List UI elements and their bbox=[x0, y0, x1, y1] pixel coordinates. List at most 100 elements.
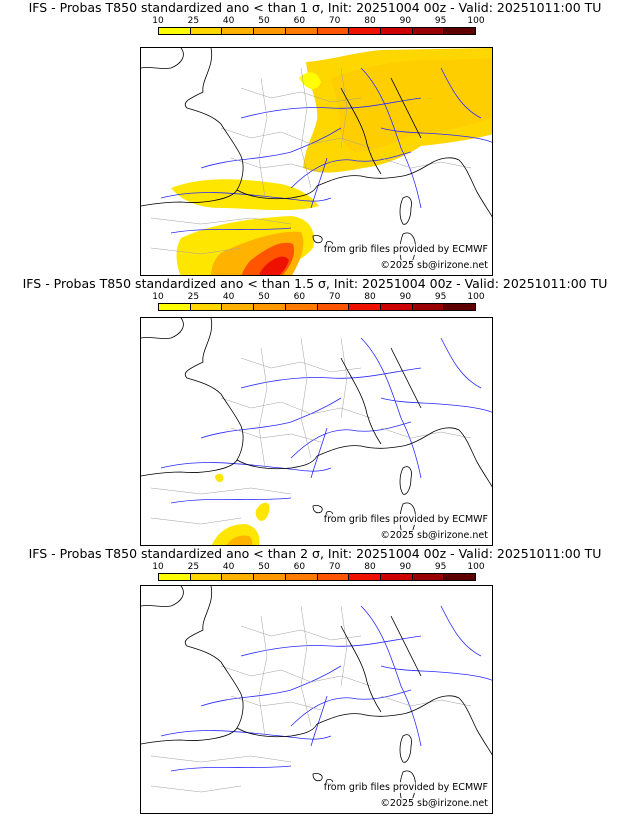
river bbox=[200, 127, 342, 169]
map-svg bbox=[141, 586, 492, 806]
legend-tick-label: 90 bbox=[399, 562, 412, 572]
river bbox=[200, 665, 342, 707]
credit-copyright: ©2025 sb@irizone.net bbox=[380, 798, 488, 809]
coast-uk bbox=[141, 318, 184, 339]
legend-swatch bbox=[285, 304, 318, 310]
admin-line bbox=[150, 487, 292, 495]
legend-tick-label: 70 bbox=[328, 292, 341, 302]
legend-colorbar bbox=[158, 573, 476, 581]
admin-line bbox=[150, 755, 292, 763]
river-network bbox=[160, 605, 492, 772]
admin-line bbox=[150, 517, 242, 525]
panel-title: IFS - Probas T850 standardized ano < tha… bbox=[28, 0, 602, 15]
legend-tick-label: 50 bbox=[258, 562, 270, 572]
legend-swatch bbox=[349, 574, 381, 580]
river bbox=[170, 227, 292, 234]
legend-swatch bbox=[412, 574, 445, 580]
river bbox=[240, 367, 422, 389]
legend-swatch bbox=[444, 574, 476, 580]
panel-title: IFS - Probas T850 standardized ano < tha… bbox=[22, 276, 608, 291]
map-panel-1: IFS - Probas T850 standardized ano < tha… bbox=[0, 0, 630, 276]
legend-swatch bbox=[285, 574, 318, 580]
legend-swatch bbox=[317, 28, 350, 34]
coastline bbox=[316, 695, 460, 725]
river bbox=[360, 67, 422, 209]
credit-copyright: ©2025 sb@irizone.net bbox=[380, 530, 488, 541]
admin-line bbox=[258, 347, 268, 469]
map-panel-3: IFS - Probas T850 standardized ano < tha… bbox=[0, 546, 630, 822]
island-corsica bbox=[399, 196, 412, 225]
legend-swatch bbox=[349, 304, 381, 310]
island-corsica bbox=[399, 734, 412, 763]
admin-line bbox=[300, 337, 312, 459]
legend-tick-label: 80 bbox=[364, 292, 376, 302]
admin-line bbox=[340, 67, 348, 149]
river-network bbox=[160, 67, 492, 234]
river bbox=[160, 462, 332, 472]
legend-tick-label: 90 bbox=[399, 16, 412, 26]
legend-swatch bbox=[317, 574, 350, 580]
legend-swatch bbox=[159, 574, 191, 580]
legend-tick-label: 80 bbox=[364, 562, 376, 572]
legend-swatch bbox=[222, 574, 255, 580]
legend-colorbar bbox=[158, 303, 476, 311]
map-svg bbox=[141, 318, 492, 545]
legend-swatch bbox=[254, 304, 286, 310]
island-baleares bbox=[312, 235, 323, 244]
legend-tick-label: 25 bbox=[187, 562, 200, 572]
coastline bbox=[458, 159, 492, 218]
legend-tick-label: 10 bbox=[152, 16, 164, 26]
island-baleares bbox=[312, 505, 323, 514]
legend-tick-label: 50 bbox=[258, 292, 270, 302]
credit-copyright: ©2025 sb@irizone.net bbox=[380, 260, 488, 271]
legend-swatch bbox=[222, 28, 255, 34]
probability-legend: 10 25 40 50 60 70 80 90 95 100 bbox=[152, 562, 485, 582]
border-france-spain bbox=[236, 185, 318, 200]
border-east bbox=[340, 357, 382, 445]
legend-tick-label: 60 bbox=[293, 562, 306, 572]
border-east bbox=[340, 625, 382, 713]
river bbox=[160, 730, 332, 740]
legend-tick-label: 40 bbox=[222, 562, 235, 572]
coastline bbox=[316, 157, 460, 187]
map-panel-2: IFS - Probas T850 standardized ano < tha… bbox=[0, 276, 630, 552]
river bbox=[440, 605, 482, 657]
border-east bbox=[390, 615, 422, 677]
admin-boundaries bbox=[150, 605, 472, 793]
river bbox=[360, 605, 422, 747]
legend-tick-label: 60 bbox=[293, 16, 306, 26]
credit-source: from grib files provided by ECMWF bbox=[323, 782, 488, 793]
legend-swatch bbox=[444, 28, 476, 34]
admin-line bbox=[258, 615, 268, 737]
legend-tick-label: 10 bbox=[152, 562, 164, 572]
coastline bbox=[141, 318, 244, 477]
country-borders bbox=[141, 586, 492, 806]
legend-tick-label: 95 bbox=[434, 292, 447, 302]
legend-swatch bbox=[190, 304, 223, 310]
river bbox=[310, 695, 328, 747]
legend-swatch bbox=[380, 28, 413, 34]
legend-tick-label: 40 bbox=[222, 292, 235, 302]
legend-tick-label: 25 bbox=[187, 16, 200, 26]
prob-area-northwest-tip bbox=[299, 72, 321, 90]
coast-uk bbox=[141, 48, 184, 69]
river bbox=[290, 421, 412, 459]
coastline bbox=[141, 586, 244, 745]
border-france-spain bbox=[236, 723, 318, 738]
prob-area-coast-east bbox=[255, 502, 270, 521]
legend-swatch bbox=[254, 574, 286, 580]
legend-swatch bbox=[190, 28, 223, 34]
river bbox=[440, 67, 482, 119]
map-area: from grib files provided by ECMWF ©2025 … bbox=[140, 585, 493, 814]
legend-tick-label: 95 bbox=[434, 16, 447, 26]
river bbox=[380, 665, 492, 681]
legend-tick-label: 50 bbox=[258, 16, 270, 26]
admin-line bbox=[220, 665, 372, 687]
border-east bbox=[340, 87, 382, 175]
country-borders bbox=[141, 318, 492, 538]
prob-area-spain-darkred bbox=[259, 256, 289, 275]
legend-tick-label: 80 bbox=[364, 16, 376, 26]
map-area: from grib files provided by ECMWF ©2025 … bbox=[140, 317, 493, 546]
river-network bbox=[160, 337, 492, 504]
admin-line bbox=[240, 87, 362, 103]
